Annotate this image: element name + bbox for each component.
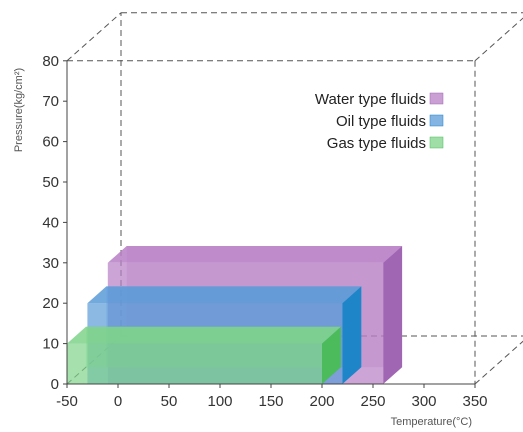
y-tick-label: 70 [42, 93, 59, 110]
y-tick-label: 20 [42, 295, 59, 312]
x-tick-label: 200 [309, 393, 334, 410]
bar-top-face [87, 286, 362, 304]
y-axis-label: Pressure(kg/cm²) [13, 68, 25, 152]
x-axis-label: Temperature(°C) [391, 416, 472, 428]
legend: Water type fluids Oil type fluids Gas type… [315, 91, 444, 152]
bar-top-face [107, 246, 403, 263]
x-tick-label: 350 [462, 393, 487, 410]
x-tick-label: 150 [258, 393, 283, 410]
x-tick-label: 300 [411, 393, 436, 410]
y-tick-label: 40 [42, 214, 59, 231]
y-tick-label: 10 [42, 336, 59, 353]
bar-side-face [383, 246, 403, 384]
legend-label: Oil type fluids [336, 113, 426, 130]
x-tick-label: 0 [114, 393, 122, 410]
x-tick-label: 250 [360, 393, 385, 410]
bar-top-face [67, 326, 341, 344]
legend-swatch [429, 114, 444, 127]
y-tick-label: 80 [42, 53, 59, 70]
bar-front-face [67, 343, 322, 384]
y-tick-label: 0 [51, 376, 59, 393]
x-tick-label: -50 [56, 393, 78, 410]
y-tick-label: 30 [42, 255, 59, 272]
y-tick-label: 60 [42, 134, 59, 151]
legend-swatch [429, 136, 444, 149]
legend-label: Gas type fluids [327, 135, 426, 152]
bar-side-face [322, 326, 341, 384]
y-tick-label: 50 [42, 174, 59, 191]
x-tick-label: 50 [161, 393, 178, 410]
legend-label: Water type fluids [315, 91, 426, 108]
series-bar-3 [67, 326, 341, 384]
bar-side-face [342, 286, 362, 384]
x-tick-label: 100 [207, 393, 232, 410]
depth-edge-top-left [66, 12, 122, 62]
range-bars [67, 246, 403, 384]
depth-edge-bottom-right [474, 340, 523, 385]
axes: Temperature(°C) Pressure(kg/cm²) 0 10 20 30… [13, 53, 488, 428]
legend-swatch [429, 92, 444, 105]
depth-edge-top-right [474, 17, 523, 62]
